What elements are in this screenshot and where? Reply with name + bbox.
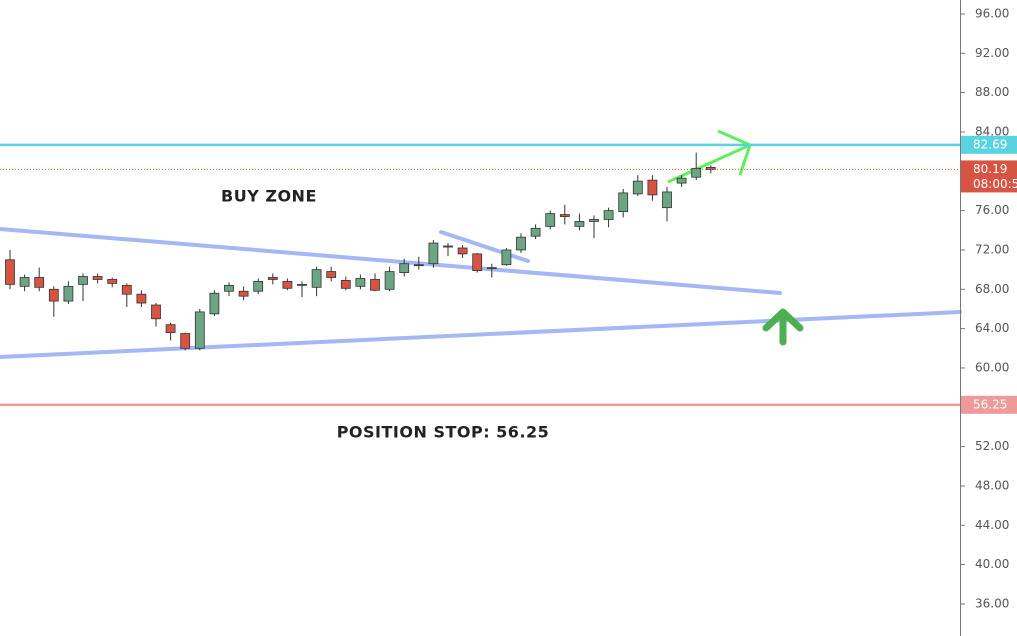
y-tick-label: 84.00 (975, 124, 1009, 138)
candle-body (165, 324, 176, 333)
candle-body (384, 271, 395, 290)
candle-body (326, 271, 337, 278)
y-tick-label: 48.00 (975, 478, 1009, 492)
candle-body (19, 277, 30, 287)
trend-line (0, 310, 962, 359)
y-tick-label: 92.00 (975, 46, 1009, 60)
candle-body (501, 249, 512, 266)
y-tick-label: 96.00 (975, 6, 1009, 20)
price-label-box (961, 135, 1017, 154)
candle-body (5, 259, 15, 285)
trend-line (439, 230, 530, 263)
y-tick-label: 52.00 (975, 439, 1009, 453)
candle-body (34, 277, 45, 288)
candle-body (136, 293, 147, 304)
candle-body (63, 285, 74, 302)
candle-body (589, 219, 599, 222)
candle-body (355, 278, 366, 287)
candle-body (224, 284, 234, 292)
trend-line (0, 227, 782, 295)
candle-body (574, 221, 585, 227)
candle-body (676, 177, 687, 184)
candle-body (472, 253, 483, 272)
candle-body (443, 245, 453, 248)
candle-body (194, 311, 205, 349)
candle-body (180, 333, 191, 349)
price-label-box (961, 160, 1017, 193)
candle-body (516, 236, 526, 251)
candle-body (370, 279, 380, 291)
candle-body (399, 263, 410, 273)
candle-body (530, 227, 541, 237)
candle-body (559, 214, 570, 217)
candle-body (428, 242, 439, 265)
countdown: 08:00:5 (973, 177, 1017, 191)
candle-body (618, 192, 629, 213)
candle-body (238, 290, 249, 297)
y-tick-label: 64.00 (975, 321, 1009, 335)
y-tick-label: 88.00 (975, 85, 1009, 99)
candle-body (311, 269, 322, 288)
candle-body (691, 167, 702, 178)
candle-body (253, 281, 264, 292)
candle-body (107, 279, 118, 284)
candle-body (92, 276, 103, 280)
candle-body (457, 247, 468, 255)
candle-body (267, 277, 278, 280)
annotation: BUY ZONE (221, 187, 317, 206)
y-tick-label: 36.00 (975, 596, 1009, 610)
candle-body (705, 166, 716, 170)
y-tick-label: 68.00 (975, 282, 1009, 296)
candle-body (545, 213, 556, 227)
y-tick-label: 40.00 (975, 557, 1009, 571)
candle-body (632, 180, 643, 195)
candle-body (48, 288, 59, 302)
annotation: POSITION STOP: 56.25 (337, 423, 550, 442)
y-tick-label: 76.00 (975, 203, 1009, 217)
candle-body (486, 267, 497, 270)
price-label: 82.69 (973, 137, 1007, 151)
candle-body (297, 283, 307, 286)
arrow-head (762, 308, 804, 332)
price-label: 56.25 (973, 397, 1007, 411)
candle-body (413, 264, 424, 267)
candle-body (209, 292, 220, 315)
candle-body (662, 191, 672, 209)
candle-body (340, 280, 351, 289)
price-label: 80.19 (973, 162, 1007, 176)
candle-body (121, 284, 132, 295)
y-tick-label: 60.00 (975, 360, 1009, 374)
drawings (0, 129, 962, 359)
candle-body (647, 179, 658, 196)
candle-body (282, 281, 293, 289)
y-tick-label: 44.00 (975, 518, 1009, 532)
candle-body (603, 210, 614, 220)
candle-body (151, 304, 161, 320)
price-label-box (961, 395, 1017, 414)
y-tick-label: 72.00 (975, 242, 1009, 256)
candle-body (78, 276, 88, 285)
